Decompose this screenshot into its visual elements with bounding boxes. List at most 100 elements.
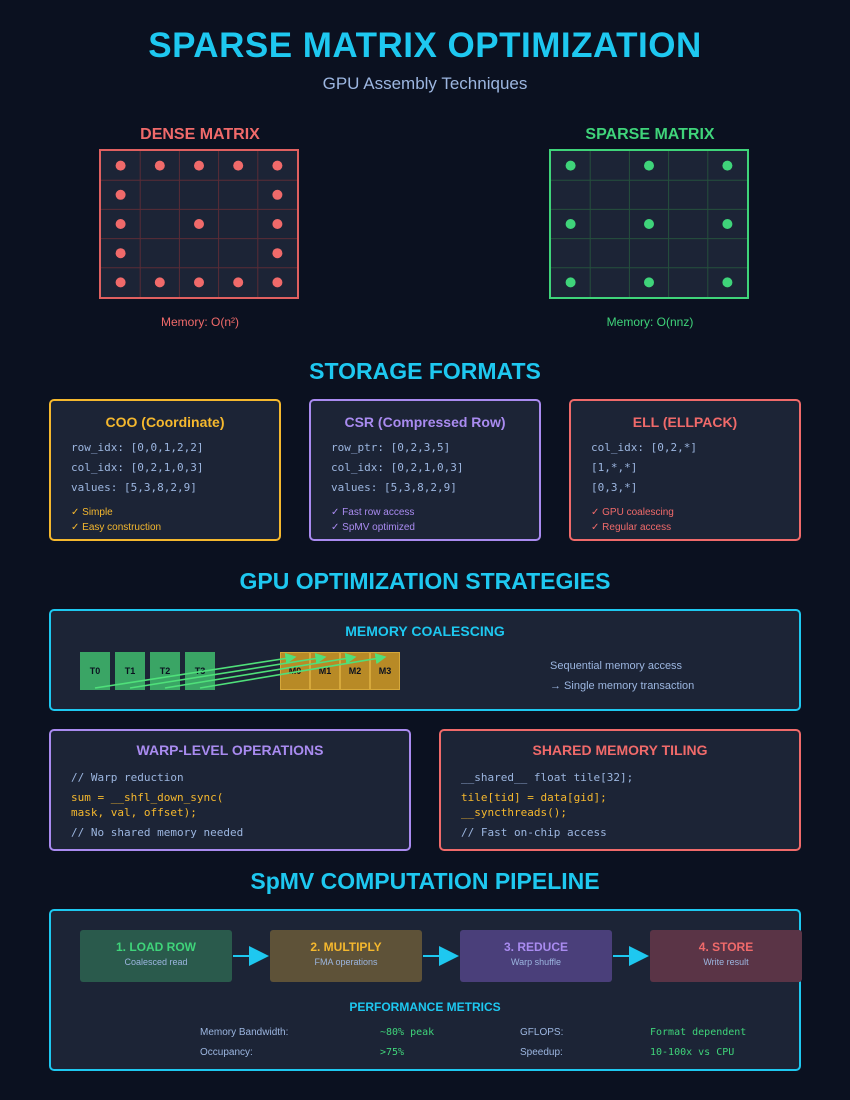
shared-memory-tiling-title: SHARED MEMORY TILING [532, 742, 708, 758]
tiling-code: __syncthreads(); [461, 806, 567, 819]
nonzero-element [194, 219, 204, 229]
nonzero-element [565, 277, 576, 288]
coalescing-arrows [94, 652, 387, 689]
nonzero-element [722, 277, 733, 288]
coalescing-note: → Single memory transaction [550, 680, 695, 692]
metric-value: ~80% peak [380, 1027, 435, 1038]
metric-value: Format dependent [650, 1027, 747, 1038]
tiling-comment: // Fast on-chip access [461, 826, 607, 839]
metric-label: Memory Bandwidth: [200, 1027, 289, 1038]
warp-operations-card: WARP-LEVEL OPERATIONS // Warp reduction … [49, 729, 411, 851]
nonzero-element [565, 160, 576, 171]
nonzero-element [194, 277, 204, 288]
nonzero-element [644, 219, 654, 229]
ell-format-card: ELL (ELLPACK) col_idx: [0,2,*] [1,*,*] [… [569, 399, 801, 541]
storage-formats-title: STORAGE FORMATS [309, 358, 541, 384]
stage-title: 3. REDUCE [503, 940, 568, 954]
stage-subtitle: Warp shuffle [510, 957, 562, 967]
tiling-code: __shared__ float tile[32]; [461, 771, 634, 784]
dense-memory-caption: Memory: O(n²) [161, 315, 239, 329]
coo-format-card: COO (Coordinate) row_idx: [0,0,1,2,2] co… [49, 399, 281, 541]
coo-row-idx: row_idx: [0,0,1,2,2] [71, 441, 204, 454]
nonzero-element [154, 160, 165, 171]
coalescing-note: Sequential memory access [550, 660, 683, 672]
metric-label: Occupancy: [200, 1047, 253, 1058]
csr-benefit: ✓ SpMV optimized [331, 522, 415, 533]
warp-comment: // No shared memory needed [71, 826, 244, 839]
csr-col-idx: col_idx: [0,2,1,0,3] [331, 461, 464, 474]
nonzero-element [115, 160, 126, 171]
nonzero-element [722, 160, 733, 171]
stage-title: 4. STORE [698, 940, 754, 954]
nonzero-element [272, 248, 283, 259]
metric-value: 10-100x vs CPU [650, 1047, 735, 1058]
strategies-title: GPU OPTIMIZATION STRATEGIES [239, 568, 611, 594]
nonzero-element [644, 160, 654, 171]
nonzero-element [194, 160, 204, 171]
nonzero-element [272, 277, 283, 288]
stage-subtitle: Coalesced read [124, 957, 188, 967]
metric-label: GFLOPS: [520, 1027, 564, 1038]
coo-benefit: ✓ Easy construction [71, 522, 162, 533]
nonzero-element [233, 160, 244, 171]
coo-col-idx: col_idx: [0,2,1,0,3] [71, 461, 204, 474]
stage-subtitle: Write result [703, 957, 749, 967]
nonzero-element [272, 189, 283, 200]
warp-comment: // Warp reduction [71, 771, 184, 784]
nonzero-element [565, 219, 576, 229]
nonzero-element [272, 160, 283, 171]
csr-benefit: ✓ Fast row access [331, 507, 415, 518]
sparse-matrix-grid [549, 149, 749, 299]
ell-benefit: ✓ Regular access [591, 522, 672, 533]
coalescing-arrow [164, 653, 357, 689]
stage-title: 1. LOAD ROW [116, 940, 196, 954]
nonzero-element [272, 219, 283, 229]
nonzero-element [233, 277, 244, 288]
nonzero-element [115, 189, 126, 200]
dense-matrix-grid [99, 149, 299, 299]
nonzero-element [644, 277, 654, 288]
sparse-matrix-title: SPARSE MATRIX [585, 126, 715, 143]
coalescing-arrow [129, 652, 327, 689]
ell-benefit: ✓ GPU coalescing [591, 507, 674, 518]
pipeline-title: SpMV COMPUTATION PIPELINE [250, 868, 600, 894]
nonzero-element [115, 219, 126, 229]
csr-format-title: CSR (Compressed Row) [344, 414, 506, 430]
stage-store: 4. STORE Write result [650, 930, 802, 982]
performance-metrics-title: PERFORMANCE METRICS [349, 1000, 501, 1014]
coo-format-title: COO (Coordinate) [105, 414, 225, 430]
nonzero-element [115, 248, 126, 259]
stage-multiply: 2. MULTIPLY FMA operations [270, 930, 422, 982]
coo-values: values: [5,3,8,2,9] [71, 481, 197, 494]
stage-title: 2. MULTIPLY [310, 940, 382, 954]
csr-format-card: CSR (Compressed Row) row_ptr: [0,2,3,5] … [309, 399, 541, 541]
pipeline-arrows [233, 946, 649, 966]
shared-memory-tiling-card: SHARED MEMORY TILING __shared__ float ti… [439, 729, 801, 851]
dense-matrix-title: DENSE MATRIX [140, 126, 260, 143]
page-title: SPARSE MATRIX OPTIMIZATION [148, 26, 702, 65]
warp-code: sum = __shfl_down_sync( [71, 791, 224, 804]
stage-reduce: 3. REDUCE Warp shuffle [460, 930, 612, 982]
sparse-memory-caption: Memory: O(nnz) [606, 315, 694, 329]
nonzero-element [722, 219, 733, 229]
coalescing-arrow [94, 652, 297, 689]
coalescing-arrow [199, 653, 387, 689]
nonzero-element [115, 277, 126, 288]
memory-coalescing-card: MEMORY COALESCING T0 T1 T2 T3 M0 M1 M2 M… [49, 609, 801, 711]
csr-row-ptr: row_ptr: [0,2,3,5] [331, 441, 451, 454]
metric-value: >75% [380, 1047, 405, 1058]
warp-operations-title: WARP-LEVEL OPERATIONS [136, 742, 324, 758]
metric-label: Speedup: [520, 1047, 563, 1058]
page-subtitle: GPU Assembly Techniques [322, 74, 528, 93]
thread-block: T0 [80, 652, 110, 690]
pipeline-card: 1. LOAD ROW Coalesced read 2. MULTIPLY F… [49, 909, 802, 1071]
ell-row-1: [1,*,*] [591, 461, 638, 474]
ell-col-idx: col_idx: [0,2,*] [591, 441, 697, 454]
stage-load-row: 1. LOAD ROW Coalesced read [80, 930, 232, 982]
ell-format-title: ELL (ELLPACK) [632, 414, 738, 430]
coo-benefit: ✓ Simple [71, 507, 113, 518]
stage-subtitle: FMA operations [314, 957, 378, 967]
memory-coalescing-title: MEMORY COALESCING [345, 623, 505, 639]
warp-code: mask, val, offset); [71, 806, 197, 819]
ell-row-2: [0,3,*] [591, 481, 638, 494]
